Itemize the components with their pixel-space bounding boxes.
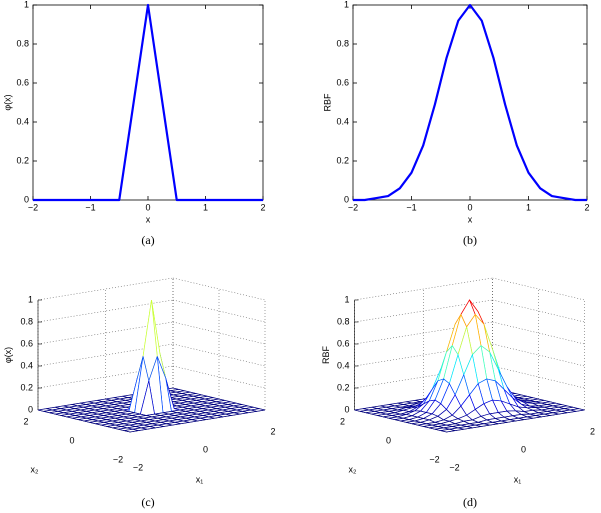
z-axis-label: φ(x) [3, 347, 13, 363]
caption: (d) [463, 495, 477, 509]
y-axis-label: x₂ [349, 464, 358, 474]
y-tick-label: 0.6 [336, 77, 349, 87]
z-tick-label: 0.4 [337, 360, 350, 370]
z-axis-label: RBF [321, 345, 331, 364]
x-tick-label: −2 [133, 462, 143, 472]
x-tick-label: −1 [406, 202, 416, 212]
x-axis-label: x [468, 214, 473, 224]
y-axis-label: φ(x) [2, 94, 12, 110]
z-tick-label: 0.2 [20, 382, 33, 392]
z-tick-label: 0 [28, 404, 33, 414]
x-tick-label: 2 [270, 426, 275, 436]
x-tick-label: −2 [28, 202, 38, 212]
y-tick-label: 0.8 [16, 38, 29, 48]
grid-line [354, 343, 493, 367]
surface-cell [440, 428, 456, 433]
x-axis-label: x [146, 214, 151, 224]
x-axis-label: x₁ [196, 474, 204, 484]
data-line [33, 3, 263, 202]
grid-line [172, 277, 266, 301]
y-tick-label: 0.4 [16, 116, 29, 126]
caption: (a) [141, 233, 154, 247]
z-tick-label: 0.6 [337, 338, 350, 348]
axes-box [32, 4, 264, 201]
y-tick-label: −2 [113, 454, 123, 464]
z-tick-label: 0.6 [20, 338, 33, 348]
x-tick-label: 2 [590, 426, 595, 436]
y-tick-label: 1 [24, 0, 29, 9]
grid-line [172, 321, 266, 345]
z-tick-label: 1 [28, 294, 33, 304]
grid-line [492, 321, 585, 345]
x-tick-label: −2 [449, 462, 459, 472]
z-tick-label: 0 [344, 404, 349, 414]
x-tick-label: −1 [85, 202, 95, 212]
y-axis-label: x₂ [31, 464, 40, 474]
surface-cell [124, 428, 139, 433]
y-tick-label: 0 [386, 435, 391, 445]
y-axis-label: RBF [322, 93, 332, 112]
data-line [353, 3, 587, 202]
y-tick-label: 2 [23, 416, 28, 426]
y-tick-label: 0.8 [336, 38, 349, 48]
y-tick-label: −2 [429, 454, 439, 464]
grid-line [172, 343, 266, 367]
grid-line [492, 365, 585, 389]
x-tick-label: −2 [348, 202, 358, 212]
x-axis-label: x₁ [514, 474, 522, 484]
x-tick-label: 0 [145, 202, 150, 212]
z-tick-label: 0.8 [20, 316, 33, 326]
x-tick-label: 2 [584, 202, 589, 212]
z-tick-label: 1 [344, 294, 349, 304]
y-tick-label: 0 [344, 194, 349, 204]
x-tick-label: 2 [260, 202, 265, 212]
y-tick-label: 0.2 [336, 155, 349, 165]
z-tick-label: 0.2 [337, 382, 350, 392]
x-tick-label: 0 [467, 202, 472, 212]
grid-line [172, 365, 266, 389]
x-tick-label: 1 [203, 202, 208, 212]
grid-line [354, 321, 493, 345]
y-tick-label: 0 [24, 194, 29, 204]
x-tick-label: 0 [203, 444, 208, 454]
grid-line [492, 343, 585, 367]
grid-line [172, 299, 266, 323]
y-tick-label: 0.4 [336, 116, 349, 126]
grid-line [492, 299, 585, 323]
z-tick-label: 0.8 [337, 316, 350, 326]
x-tick-label: 1 [526, 202, 531, 212]
caption: (b) [463, 233, 477, 247]
y-tick-label: 0.2 [16, 155, 29, 165]
y-tick-label: 1 [344, 0, 349, 9]
grid-line [354, 277, 493, 301]
grid-line [354, 299, 493, 323]
y-tick-label: 0.6 [16, 77, 29, 87]
grid-line [492, 277, 585, 301]
caption: (c) [141, 495, 154, 509]
x-tick-label: 0 [521, 444, 526, 454]
y-tick-label: 0 [69, 435, 74, 445]
z-tick-label: 0.4 [20, 360, 33, 370]
axes-box [352, 4, 588, 201]
y-tick-label: 2 [340, 416, 345, 426]
grid-line [354, 365, 493, 389]
